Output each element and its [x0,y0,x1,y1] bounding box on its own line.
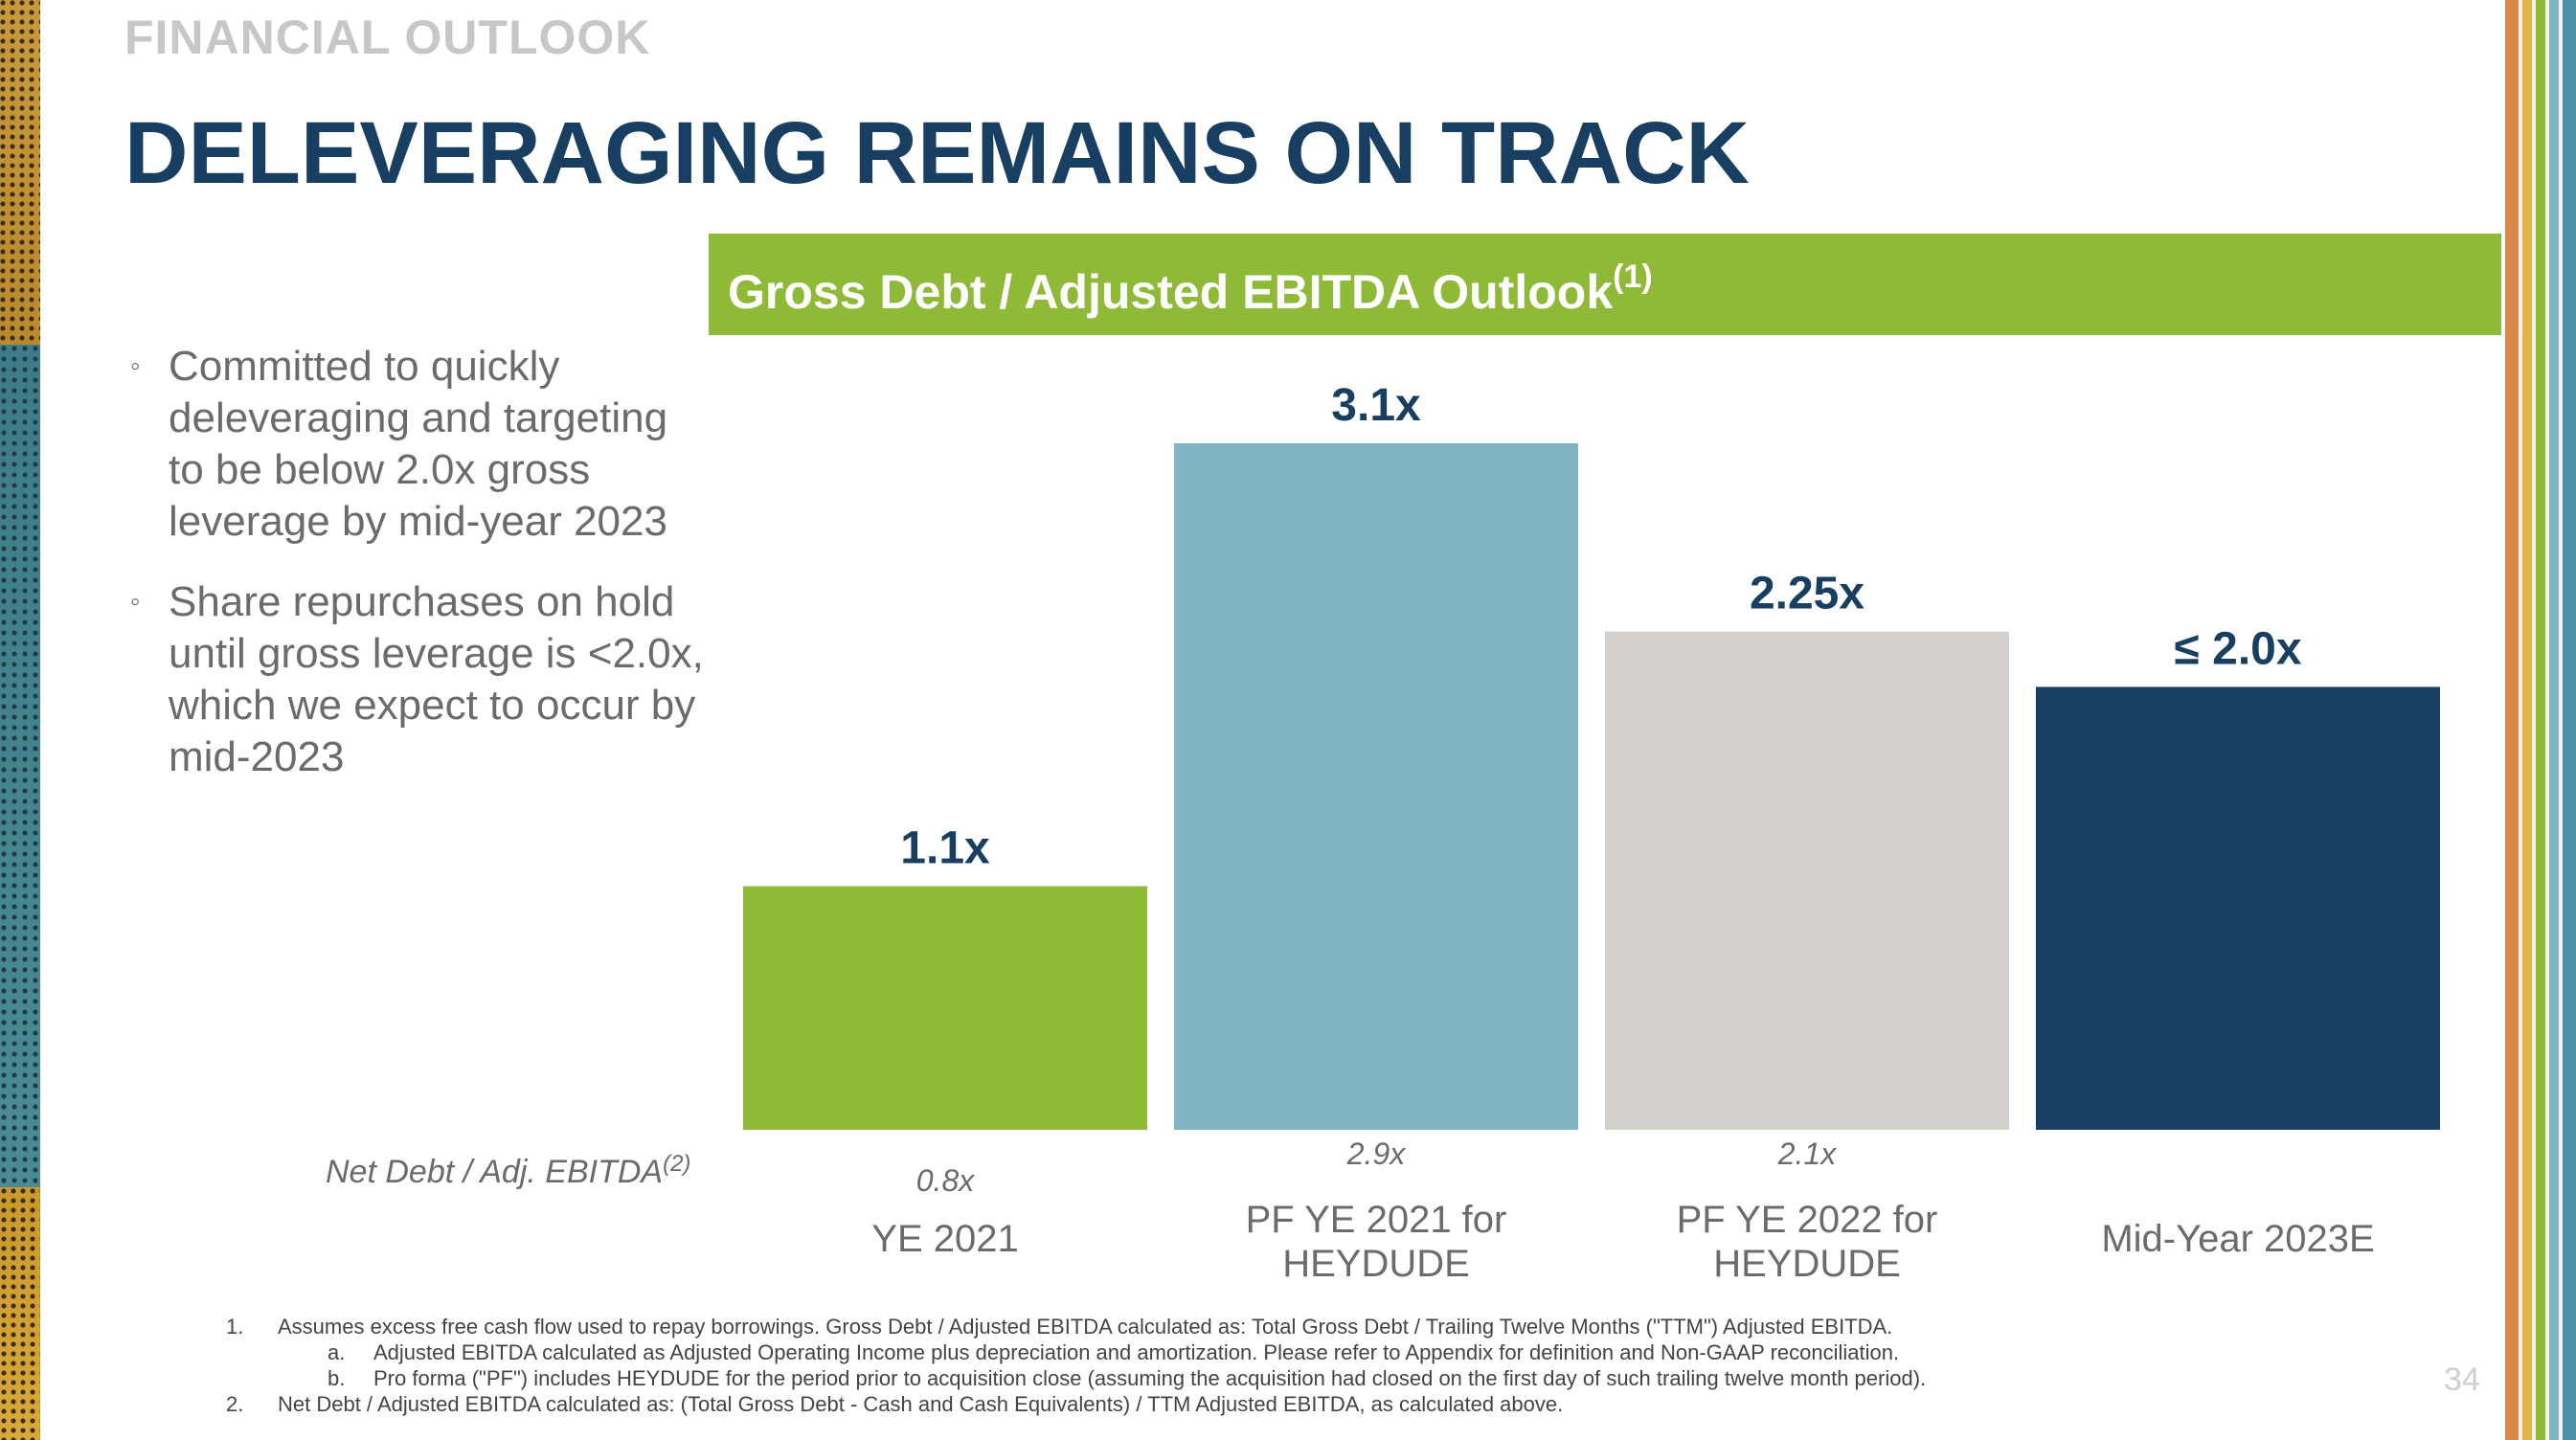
chart-title: Gross Debt / Adjusted EBITDA Outlook(1) [728,259,1653,319]
category-label: Mid-Year 2023E [2101,1218,2374,1260]
category-label: HEYDUDE [1282,1243,1470,1285]
bar-value-label: 2.25x [1750,569,1864,619]
decorative-color-stripes [2505,0,2576,1440]
decorative-stripe [2505,0,2519,1440]
footnote-number: b. [328,1366,346,1390]
net-debt-row-label: Net Debt / Adj. EBITDA(2) [326,1151,691,1190]
bullet-item: ◦ Share repurchases on hold until gross … [130,576,705,783]
decorative-stripe [2522,0,2532,1440]
bullet-text: Committed to quickly deleveraging and ta… [169,343,668,545]
bullet-item: ◦ Committed to quickly deleveraging and … [130,341,705,548]
bar-value-label: 1.1x [900,823,990,874]
bullet-marker-icon: ◦ [130,350,141,382]
footnote-item: 2. Net Debt / Adjusted EBITDA calculated … [226,1391,2333,1417]
decorative-stripe [2532,0,2536,1440]
bar [1174,443,1578,1130]
bullet-marker-icon: ◦ [130,586,141,618]
bullet-text: Share repurchases on hold until gross le… [169,578,704,780]
category-label: HEYDUDE [1713,1243,1901,1285]
bar-value-label: ≤ 2.0x [2174,623,2301,674]
category-label: PF YE 2022 for [1677,1199,1938,1241]
section-overline: FINANCIAL OUTLOOK [124,11,651,64]
net-debt-value-label: 2.9x [1346,1136,1406,1171]
footnote-item: a. Adjusted EBITDA calculated as Adjusted… [226,1339,2333,1365]
footnote-text: Assumes excess free cash flow used to re… [278,1315,1893,1339]
decorative-stripe [2519,0,2522,1440]
category-label: YE 2021 [871,1218,1018,1260]
chart-header: Gross Debt / Adjusted EBITDA Outlook(1) [709,234,2501,335]
footnote-text: Pro forma ("PF") includes HEYDUDE for th… [373,1366,1927,1390]
bullet-list: ◦ Committed to quickly deleveraging and … [130,341,705,812]
decorative-stripe [2549,0,2559,1440]
decorative-stripe [2563,0,2576,1440]
footnote-item: b. Pro forma ("PF") includes HEYDUDE for … [226,1365,2333,1391]
footnote-number: 2. [226,1392,244,1416]
net-debt-footnote-ref: (2) [663,1151,691,1177]
decorative-photo-strip [0,0,40,1440]
footnote-number: 1. [226,1315,244,1339]
category-label: PF YE 2021 for [1246,1199,1507,1241]
bar-value-label: 3.1x [1331,380,1421,431]
footnotes: 1. Assumes excess free cash flow used to … [226,1314,2333,1417]
footnote-number: a. [328,1340,346,1364]
bar [2036,686,2440,1130]
page-number: 34 [2444,1361,2480,1398]
bar [1605,631,2009,1130]
net-debt-value-label: 2.1x [1777,1136,1837,1171]
bar [743,886,1147,1130]
chart-title-footnote-ref: (1) [1613,259,1653,295]
decorative-stripe [2559,0,2563,1440]
slide-title: DELEVERAGING REMAINS ON TRACK [124,104,1750,202]
decorative-stripe [2545,0,2549,1440]
decorative-stripe [2536,0,2545,1440]
net-debt-value-label: 0.8x [916,1163,975,1198]
footnote-text: Adjusted EBITDA calculated as Adjusted O… [373,1340,1900,1364]
footnote-text: Net Debt / Adjusted EBITDA calculated as… [278,1392,1564,1416]
footnote-item: 1. Assumes excess free cash flow used to … [226,1314,2333,1339]
